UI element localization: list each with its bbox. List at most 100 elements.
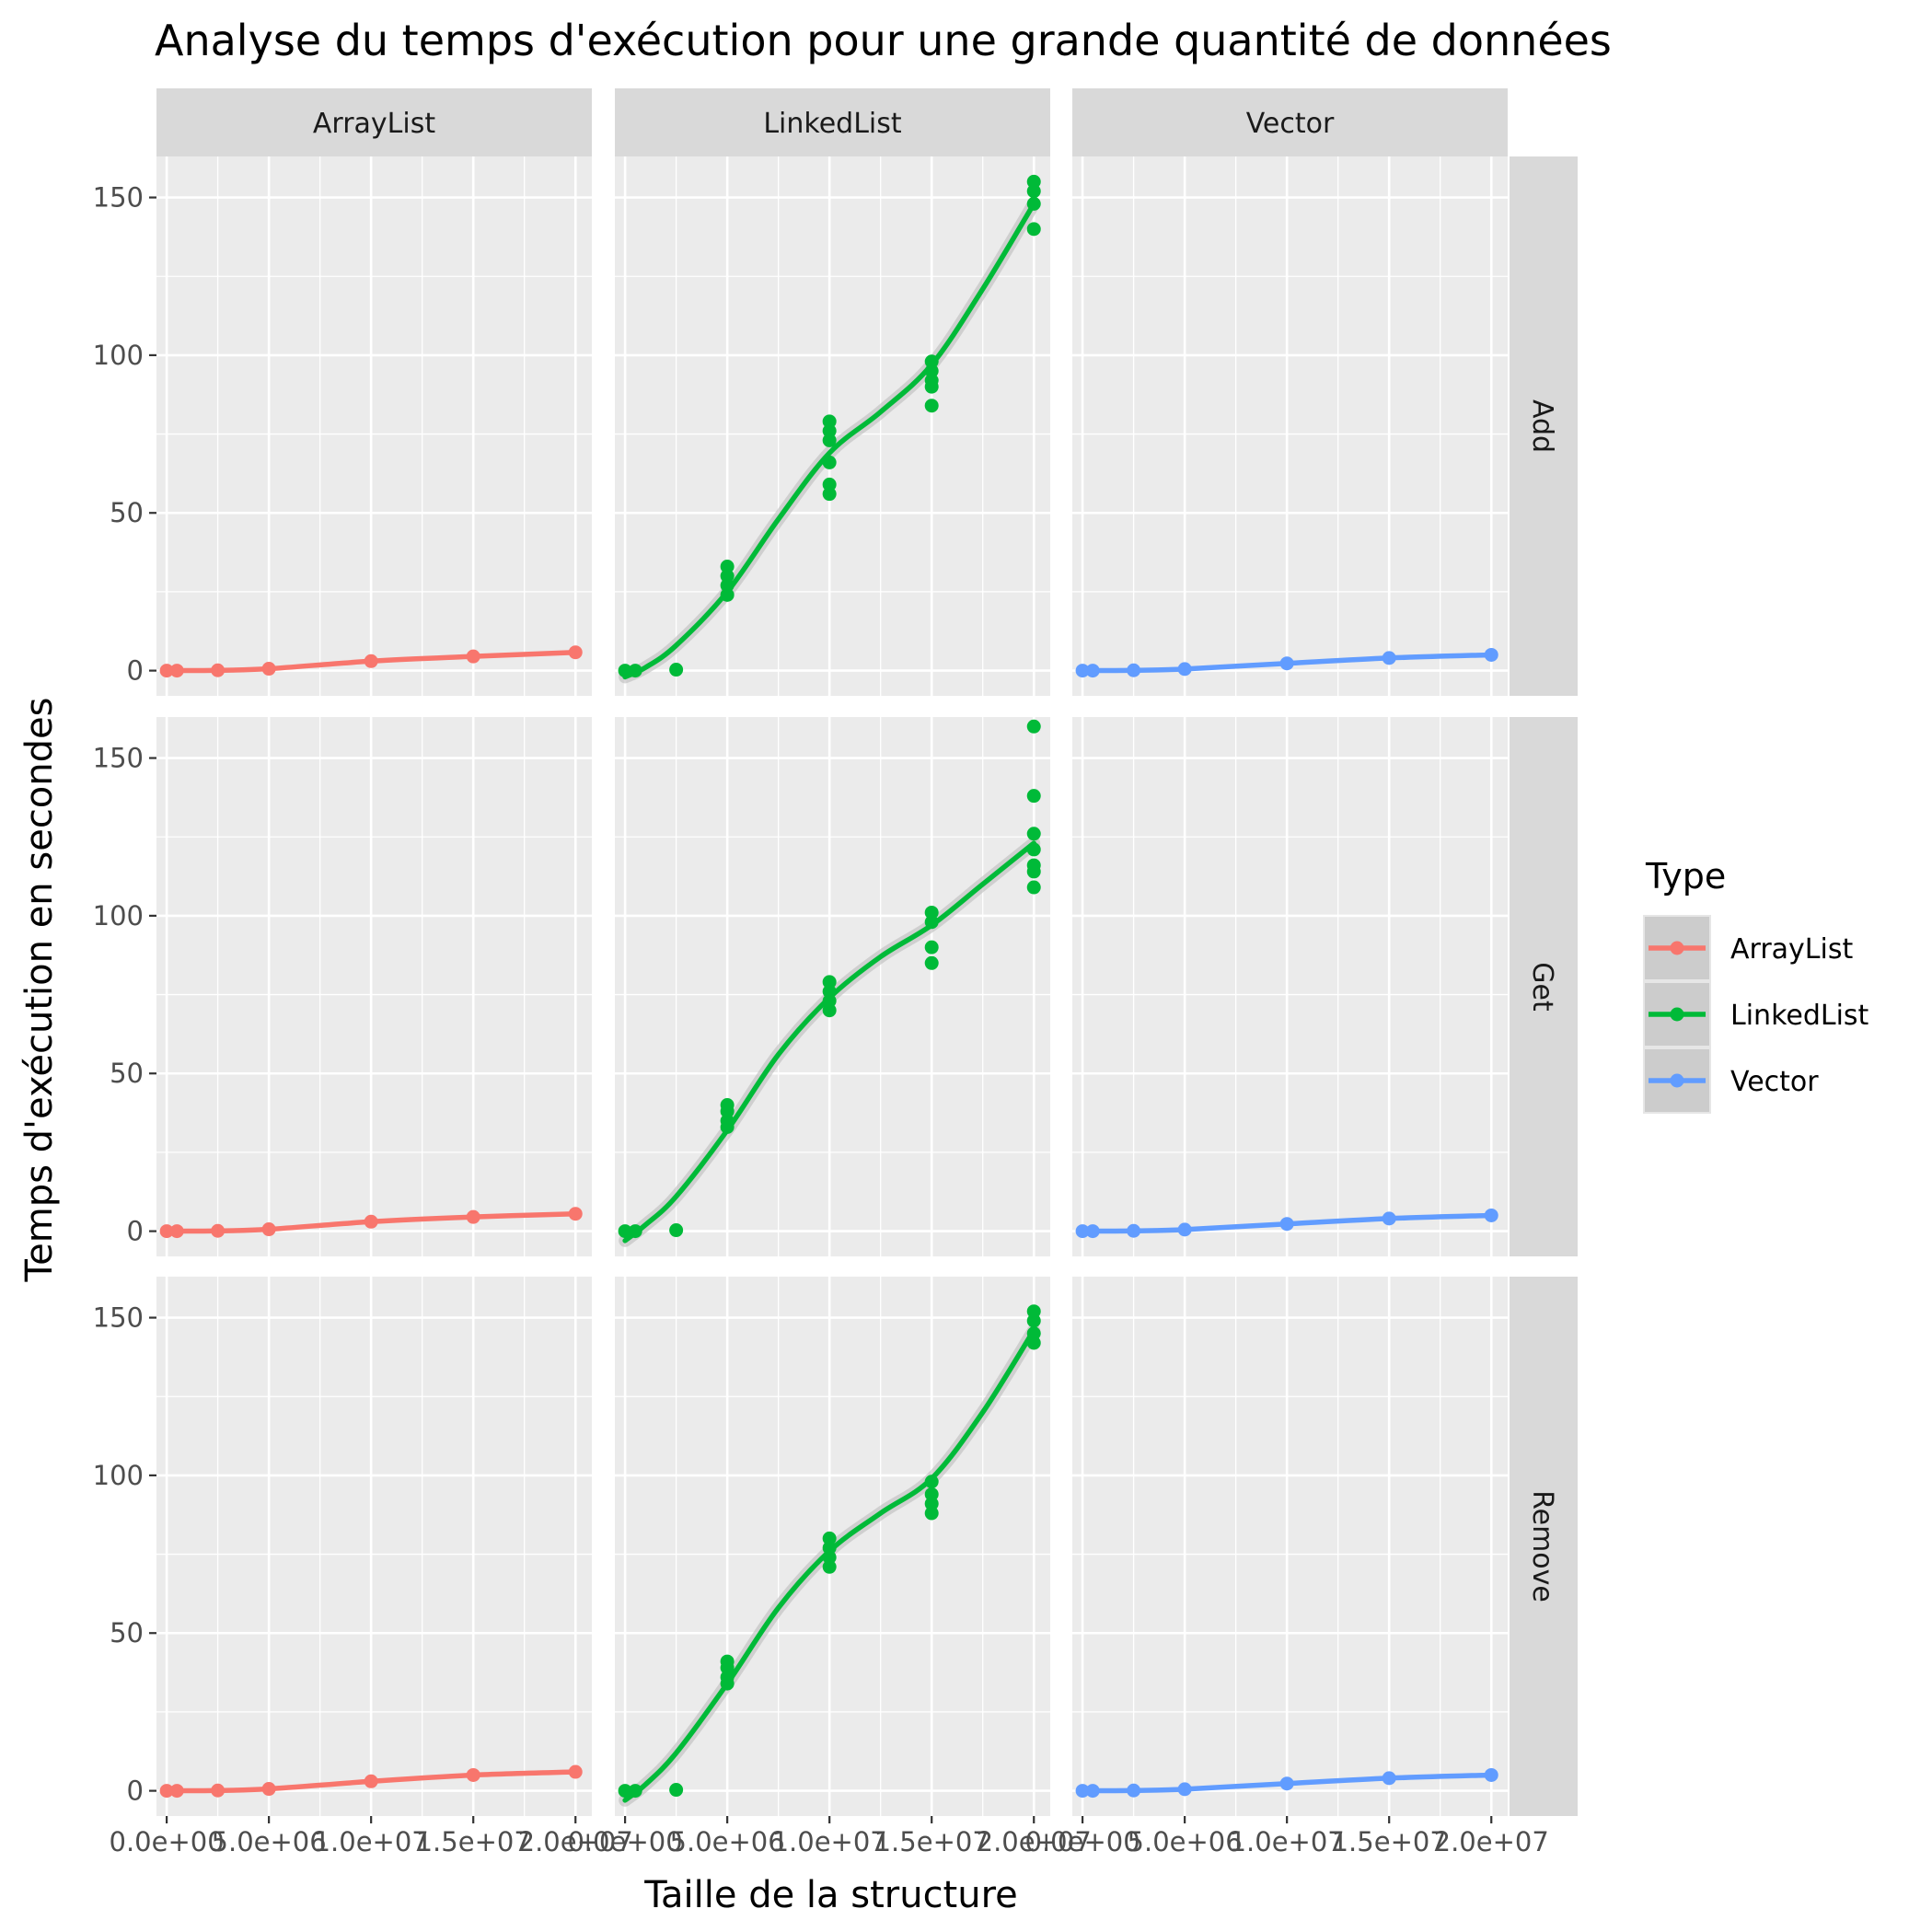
x-tick-label: 5.0e+06: [670, 1826, 785, 1857]
data-point-linkedlist: [924, 399, 939, 413]
strip-label-vector: Vector: [1246, 108, 1335, 140]
data-point-vector: [1075, 1784, 1090, 1799]
data-point-linkedlist: [924, 915, 939, 930]
legend-label: LinkedList: [1730, 1000, 1869, 1032]
data-point-linkedlist: [822, 1559, 837, 1574]
data-point-arraylist: [466, 649, 480, 664]
y-tick-label: 150: [93, 743, 144, 774]
legend-key-point: [1670, 1073, 1684, 1088]
strip-label-add: Add: [1526, 399, 1558, 453]
data-point-vector: [1177, 1222, 1192, 1237]
x-tick-label: 1.5e+07: [874, 1826, 989, 1857]
x-tick-label: 1.5e+07: [416, 1826, 531, 1857]
data-point-arraylist: [261, 662, 276, 677]
panel-arraylist-remove: [156, 1277, 592, 1816]
data-point-linkedlist: [924, 1487, 939, 1501]
legend-title: Type: [1645, 856, 1726, 897]
panel-arraylist-add: [156, 156, 592, 696]
data-point-vector: [1177, 662, 1192, 677]
data-point-vector: [1177, 1782, 1192, 1797]
data-point-linkedlist: [924, 1497, 939, 1511]
data-point-linkedlist: [822, 455, 837, 469]
y-tick-label: 150: [93, 182, 144, 214]
data-point-arraylist: [568, 1207, 583, 1221]
legend: Type ArrayList LinkedList Vector: [1643, 856, 1869, 1114]
data-point-linkedlist: [1026, 1326, 1041, 1341]
data-point-linkedlist: [1026, 1336, 1041, 1350]
data-point-linkedlist: [1026, 196, 1041, 211]
data-point-linkedlist: [1026, 880, 1041, 895]
legend-key-point: [1670, 941, 1684, 955]
data-point-arraylist: [211, 1223, 226, 1238]
data-point-arraylist: [364, 1774, 378, 1788]
data-point-linkedlist: [1026, 842, 1041, 857]
panel-background: [1072, 1277, 1508, 1816]
x-tick-label: 1.0e+07: [1230, 1826, 1345, 1857]
data-point-linkedlist: [618, 664, 632, 678]
data-point-vector: [1279, 1217, 1294, 1232]
data-point-linkedlist: [669, 1783, 684, 1798]
data-point-linkedlist: [720, 569, 735, 584]
data-point-linkedlist: [669, 663, 684, 677]
data-point-vector: [1127, 1783, 1141, 1798]
y-tick-label: 50: [110, 1058, 144, 1089]
strip-remove: [1510, 1277, 1578, 1816]
panel-linkedlist-get: [615, 717, 1050, 1256]
data-point-linkedlist: [924, 1506, 939, 1521]
y-tick-label: 100: [93, 340, 144, 371]
data-point-vector: [1484, 1767, 1498, 1782]
data-point-arraylist: [568, 1764, 583, 1779]
panel-vector-get: [1072, 717, 1508, 1256]
data-point-linkedlist: [720, 1670, 735, 1684]
data-point-arraylist: [211, 1783, 226, 1798]
strip-vector: [1072, 88, 1508, 156]
x-tick-label: 1.5e+07: [1332, 1826, 1447, 1857]
data-point-arraylist: [169, 664, 184, 678]
data-point-arraylist: [364, 1214, 378, 1229]
data-point-linkedlist: [720, 1114, 735, 1128]
data-point-vector: [1484, 647, 1498, 662]
panel-background: [156, 717, 592, 1256]
chart-title: Analyse du temps d'exécution pour une gr…: [155, 16, 1612, 65]
data-point-linkedlist: [822, 1531, 837, 1545]
data-point-arraylist: [169, 1224, 184, 1239]
data-point-linkedlist: [720, 587, 735, 602]
y-tick-label: 50: [110, 497, 144, 528]
x-tick-label: 2.0e+07: [977, 1826, 1092, 1857]
data-point-linkedlist: [1026, 184, 1041, 199]
x-tick-label: 1.0e+07: [314, 1826, 429, 1857]
data-point-linkedlist: [720, 1654, 735, 1669]
data-point-linkedlist: [822, 487, 837, 502]
y-tick-label: 0: [127, 1216, 144, 1247]
data-point-linkedlist: [924, 940, 939, 954]
data-point-linkedlist: [822, 993, 837, 1008]
data-point-vector: [1127, 663, 1141, 677]
data-point-arraylist: [159, 664, 174, 678]
data-point-arraylist: [261, 1782, 276, 1797]
data-point-linkedlist: [924, 373, 939, 388]
data-point-linkedlist: [1026, 858, 1041, 873]
data-point-linkedlist: [822, 984, 837, 999]
data-point-vector: [1382, 651, 1396, 665]
data-point-arraylist: [466, 1209, 480, 1224]
panel-background: [156, 1277, 592, 1816]
data-point-linkedlist: [1026, 174, 1041, 189]
data-point-linkedlist: [1026, 1313, 1041, 1328]
smooth-line-linkedlist: [622, 840, 1036, 1244]
legend-item-linkedlist: LinkedList: [1643, 981, 1869, 1047]
x-tick-label: 2.0e+07: [518, 1826, 633, 1857]
data-point-linkedlist: [628, 1784, 642, 1799]
panel-vector-add: [1072, 156, 1508, 696]
panel-linkedlist-add: [615, 156, 1050, 696]
data-point-vector: [1127, 1223, 1141, 1238]
legend-label: Vector: [1730, 1066, 1819, 1098]
x-tick-label: 0.0e+00: [110, 1826, 225, 1857]
facet-panels: ArrayList LinkedList Vector Add Get Remove 0 50…: [93, 88, 1578, 1857]
data-point-vector: [1382, 1771, 1396, 1786]
x-tick-label: 1.0e+07: [772, 1826, 887, 1857]
y-axis-title: Temps d'exécution en secondes: [18, 698, 61, 1283]
y-tick-label: 100: [93, 900, 144, 931]
panel-linkedlist-remove: [615, 1277, 1050, 1816]
data-point-linkedlist: [720, 578, 735, 593]
